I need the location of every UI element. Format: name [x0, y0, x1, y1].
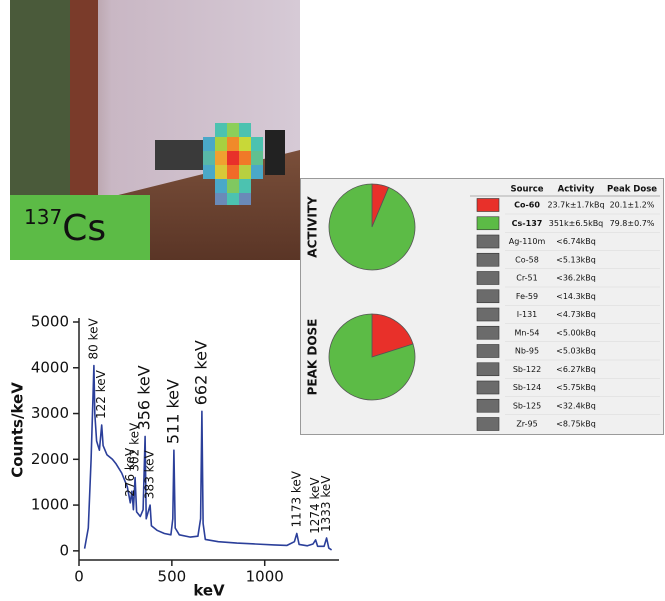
table-cell: <32.4kBq — [556, 401, 596, 410]
peak-label: 383 keV — [143, 449, 157, 499]
table-header: Peak Dose — [607, 185, 657, 195]
table-header: Source — [510, 185, 543, 195]
peak-label: 511 keV — [163, 379, 182, 444]
y-tick-label: 3000 — [31, 404, 69, 422]
table-cell: Mn-54 — [514, 328, 539, 337]
table-cell: <5.03kBq — [556, 347, 596, 356]
x-tick-label: 500 — [158, 568, 187, 586]
table-cell: Fe-59 — [516, 292, 538, 301]
pie-slice — [329, 184, 415, 270]
photo: 137Cs — [10, 0, 300, 260]
table-cell: <5.75kBq — [556, 383, 596, 392]
table-cell: <4.73kBq — [556, 310, 596, 319]
table-cell: <36.2kBq — [556, 274, 596, 283]
color-swatch — [477, 199, 499, 212]
table-cell: Cs-137 — [512, 219, 543, 228]
pie-title: PEAK DOSE — [306, 319, 320, 396]
table-cell: Sb-125 — [513, 401, 541, 410]
y-tick-label: 2000 — [31, 450, 69, 468]
x-tick-label: 1000 — [246, 568, 284, 586]
table-cell: 351k±6.5kBq — [549, 219, 604, 228]
y-tick-label: 4000 — [31, 358, 69, 376]
color-swatch — [477, 381, 499, 394]
table-cell: I-131 — [517, 310, 538, 319]
table-cell: Zr-95 — [516, 420, 537, 429]
color-swatch — [477, 290, 499, 303]
table-cell: Nb-95 — [515, 347, 539, 356]
results-panel: ACTIVITY PEAK DOSE Source Activity Peak Dose… — [301, 179, 664, 435]
x-axis-label: keV — [193, 582, 225, 600]
spectrum-chart: 0 1000 2000 3000 4000 5000 0 500 1000 keV Counts/k… — [9, 313, 340, 600]
figure: 137Cs 0 1000 2000 3000 4000 5000 0 500 1000 keV Co… — [0, 0, 665, 601]
y-tick-label: 1000 — [31, 496, 69, 514]
isotope-symbol: Cs — [62, 208, 106, 249]
peak-label: 356 keV — [135, 365, 154, 430]
table-cell: Cr-51 — [516, 274, 537, 283]
pie-title: ACTIVITY — [306, 196, 320, 258]
peak-label: 122 keV — [94, 369, 108, 419]
y-tick-label: 0 — [59, 541, 69, 559]
table-cell: Sb-122 — [513, 365, 541, 374]
table-cell: <5.13kBq — [556, 255, 596, 264]
table-header: Activity — [558, 185, 595, 195]
color-swatch — [477, 217, 499, 230]
peak-label: 1173 keV — [289, 470, 303, 527]
table-cell: <8.75kBq — [556, 420, 596, 429]
y-tick-label: 5000 — [31, 313, 69, 331]
x-tick-label: 0 — [74, 568, 84, 586]
color-swatch — [477, 272, 499, 285]
peak-label: 80 keV — [86, 317, 100, 359]
table-cell: 20.1±1.2% — [610, 201, 655, 210]
color-swatch — [477, 253, 499, 266]
color-swatch — [477, 308, 499, 321]
peak-label: 662 keV — [191, 340, 210, 405]
table-cell: <6.27kBq — [556, 365, 596, 374]
color-swatch — [477, 399, 499, 412]
table-cell: Co-60 — [514, 201, 540, 210]
table-cell: <5.00kBq — [556, 328, 596, 337]
table-cell: 23.7k±1.7kBq — [547, 201, 604, 210]
color-swatch — [477, 345, 499, 358]
table-cell: Ag-110m — [509, 237, 546, 246]
color-swatch — [477, 326, 499, 339]
isotope-mass: 137 — [24, 205, 62, 229]
y-axis-label: Counts/keV — [9, 382, 27, 478]
table-cell: <6.74kBq — [556, 237, 596, 246]
table-cell: Sb-124 — [513, 383, 541, 392]
color-swatch — [477, 235, 499, 248]
table-cell: <14.3kBq — [556, 292, 596, 301]
table-cell: 79.8±0.7% — [610, 219, 655, 228]
color-swatch — [477, 363, 499, 376]
table-cell: Co-58 — [515, 255, 539, 264]
peak-label: 1333 keV — [319, 475, 333, 532]
color-swatch — [477, 418, 499, 431]
